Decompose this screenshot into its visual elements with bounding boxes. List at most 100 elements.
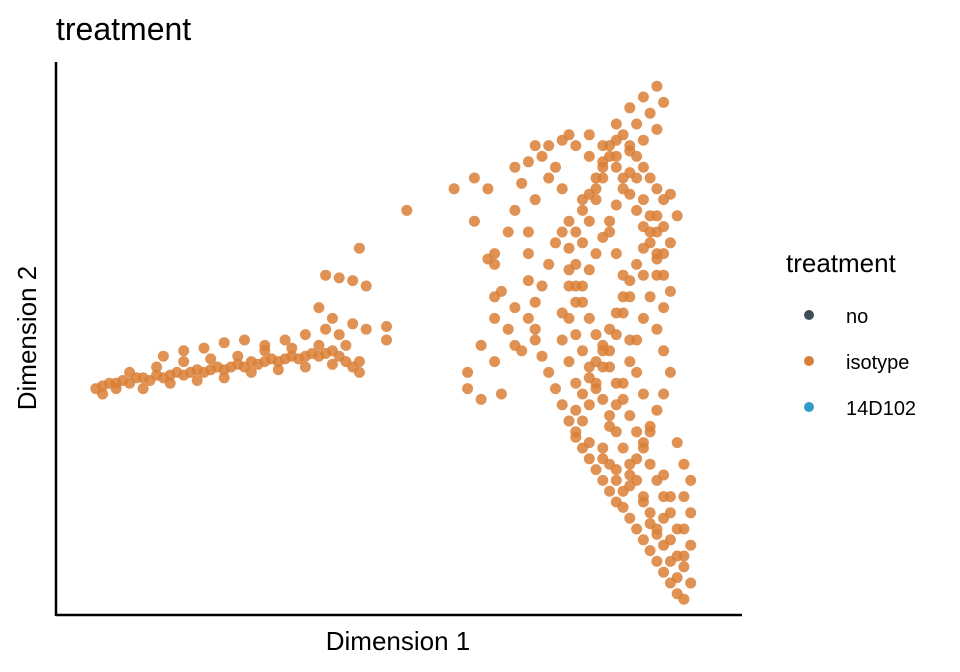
data-point bbox=[658, 302, 670, 314]
data-point bbox=[637, 221, 649, 233]
data-point bbox=[617, 393, 629, 405]
data-point bbox=[151, 361, 163, 373]
data-point bbox=[347, 275, 359, 287]
data-point bbox=[563, 415, 575, 427]
data-point bbox=[651, 404, 663, 416]
data-point bbox=[529, 140, 541, 152]
data-point bbox=[583, 129, 595, 141]
data-point bbox=[678, 550, 690, 562]
data-point bbox=[495, 388, 507, 400]
data-point bbox=[604, 410, 616, 422]
data-point bbox=[347, 318, 359, 330]
data-point bbox=[232, 350, 244, 362]
data-point bbox=[590, 464, 602, 476]
data-point bbox=[644, 426, 656, 438]
data-point bbox=[178, 356, 190, 368]
data-point bbox=[191, 375, 203, 386]
data-point bbox=[624, 291, 636, 303]
data-point bbox=[617, 307, 629, 319]
data-point bbox=[644, 107, 656, 119]
data-point bbox=[631, 204, 643, 216]
data-point bbox=[671, 210, 683, 222]
data-point bbox=[590, 248, 602, 260]
data-point bbox=[658, 96, 670, 108]
data-point bbox=[604, 345, 616, 357]
data-point bbox=[543, 140, 555, 152]
data-point bbox=[448, 183, 460, 195]
data-point bbox=[272, 364, 284, 376]
data-point bbox=[678, 491, 690, 503]
data-point bbox=[583, 188, 595, 200]
data-point bbox=[556, 226, 568, 238]
data-point bbox=[651, 528, 663, 540]
data-point bbox=[570, 329, 582, 341]
data-point bbox=[644, 518, 656, 530]
data-point bbox=[381, 321, 392, 332]
data-point bbox=[468, 172, 480, 184]
legend-label-14D102: 14D102 bbox=[846, 398, 916, 420]
data-point bbox=[664, 237, 676, 249]
data-point bbox=[543, 172, 555, 184]
data-point bbox=[644, 458, 656, 470]
data-point bbox=[617, 129, 629, 141]
data-point bbox=[604, 140, 616, 152]
data-point bbox=[658, 388, 670, 400]
data-point bbox=[671, 523, 683, 535]
data-point bbox=[381, 334, 392, 346]
data-point bbox=[631, 523, 643, 535]
data-point bbox=[644, 291, 656, 303]
data-point bbox=[685, 539, 697, 551]
data-point bbox=[671, 572, 683, 584]
data-point bbox=[664, 188, 676, 200]
data-point bbox=[577, 388, 588, 400]
data-point bbox=[651, 123, 663, 135]
data-point bbox=[313, 302, 325, 314]
data-point bbox=[631, 258, 643, 270]
data-point bbox=[137, 383, 149, 395]
data-point bbox=[570, 140, 582, 152]
data-point bbox=[624, 480, 636, 492]
data-point bbox=[340, 339, 352, 351]
data-point bbox=[610, 118, 622, 130]
data-point bbox=[550, 161, 561, 173]
data-point bbox=[678, 593, 690, 605]
data-point bbox=[178, 345, 190, 357]
data-point bbox=[313, 339, 325, 351]
data-point bbox=[577, 237, 588, 249]
data-point bbox=[631, 453, 643, 465]
data-point bbox=[550, 237, 561, 249]
data-point bbox=[631, 172, 643, 184]
data-point bbox=[637, 496, 649, 508]
data-point bbox=[563, 356, 575, 368]
data-point bbox=[624, 410, 636, 422]
data-point bbox=[570, 226, 582, 238]
data-point bbox=[353, 356, 365, 368]
data-point bbox=[489, 258, 501, 270]
data-point bbox=[637, 91, 649, 103]
data-point bbox=[664, 491, 676, 503]
data-point bbox=[664, 534, 676, 546]
data-point bbox=[468, 215, 480, 227]
data-point bbox=[475, 393, 487, 405]
data-point bbox=[604, 485, 616, 497]
data-point bbox=[502, 323, 514, 335]
data-point bbox=[685, 507, 697, 519]
data-point bbox=[583, 372, 595, 384]
data-point bbox=[563, 215, 575, 227]
data-point bbox=[658, 221, 670, 233]
data-point bbox=[529, 323, 541, 335]
data-point bbox=[671, 437, 683, 449]
data-point bbox=[475, 339, 487, 351]
data-point bbox=[597, 156, 609, 168]
data-point bbox=[644, 507, 656, 519]
data-point bbox=[597, 442, 609, 454]
data-point bbox=[509, 204, 521, 216]
data-point bbox=[489, 312, 501, 324]
data-point bbox=[509, 302, 521, 314]
data-point bbox=[556, 307, 568, 319]
data-point bbox=[583, 150, 595, 162]
data-point bbox=[556, 399, 568, 411]
data-point bbox=[624, 102, 636, 114]
data-point bbox=[631, 118, 643, 130]
